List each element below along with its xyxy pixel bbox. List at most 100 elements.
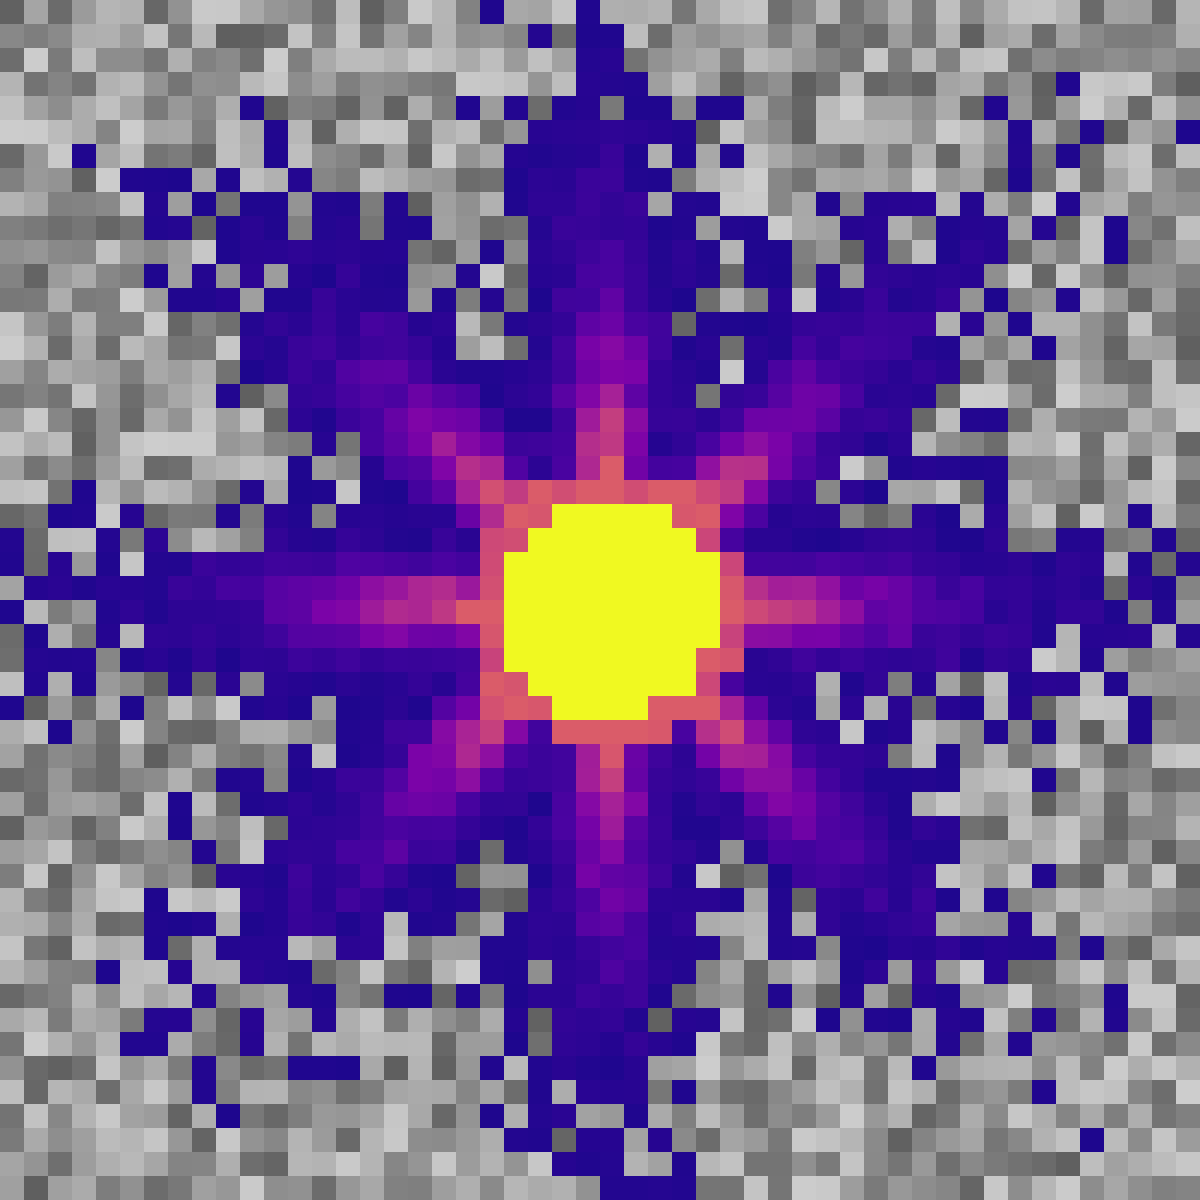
pixel-cell — [864, 1128, 889, 1153]
pixel-cell — [120, 480, 145, 505]
pixel-cell — [456, 576, 481, 601]
pixel-cell — [984, 840, 1009, 865]
pixel-cell — [240, 1080, 265, 1105]
pixel-cell — [600, 72, 625, 97]
pixel-cell — [48, 888, 73, 913]
pixel-cell — [792, 744, 817, 769]
pixel-cell — [1152, 288, 1177, 313]
pixel-cell — [384, 1080, 409, 1105]
pixel-cell — [168, 144, 193, 169]
pixel-cell — [144, 408, 169, 433]
pixel-cell — [696, 216, 721, 241]
pixel-cell — [912, 24, 937, 49]
pixel-cell — [120, 696, 145, 721]
pixel-cell — [816, 1176, 841, 1200]
pixel-cell — [1128, 336, 1153, 361]
pixel-cell — [336, 408, 361, 433]
pixel-cell — [24, 1176, 49, 1200]
pixel-cell — [1152, 672, 1177, 697]
pixel-cell — [624, 960, 649, 985]
pixel-cell — [768, 432, 793, 457]
pixel-cell — [720, 1056, 745, 1081]
pixel-cell — [744, 1104, 769, 1129]
pixel-cell — [216, 1056, 241, 1081]
pixel-cell — [408, 720, 433, 745]
pixel-cell — [1008, 528, 1033, 553]
pixel-cell — [984, 312, 1009, 337]
pixel-cell — [168, 96, 193, 121]
pixel-cell — [72, 1152, 97, 1177]
pixel-cell — [0, 672, 25, 697]
pixel-cell — [312, 696, 337, 721]
pixel-cell — [768, 600, 793, 625]
pixel-cell — [720, 96, 745, 121]
pixel-cell — [600, 480, 625, 505]
pixel-cell — [840, 984, 865, 1009]
pixel-cell — [1056, 1080, 1081, 1105]
pixel-cell — [480, 552, 505, 577]
pixel-cell — [48, 672, 73, 697]
pixel-cell — [456, 672, 481, 697]
pixel-cell — [864, 48, 889, 73]
pixel-cell — [288, 192, 313, 217]
pixel-cell — [360, 936, 385, 961]
pixel-cell — [168, 1176, 193, 1200]
pixel-cell — [504, 1008, 529, 1033]
pixel-cell — [24, 432, 49, 457]
pixel-cell — [744, 528, 769, 553]
pixel-cell — [144, 1008, 169, 1033]
pixel-cell — [720, 0, 745, 25]
pixel-cell — [432, 984, 457, 1009]
pixel-cell — [816, 288, 841, 313]
pixel-cell — [504, 432, 529, 457]
pixel-cell — [552, 480, 577, 505]
pixel-cell — [96, 48, 121, 73]
pixel-cell — [528, 216, 553, 241]
pixel-cell — [336, 816, 361, 841]
pixel-cell — [384, 168, 409, 193]
pixel-cell — [576, 720, 601, 745]
pixel-cell — [1152, 240, 1177, 265]
pixel-cell — [480, 72, 505, 97]
pixel-cell — [1032, 48, 1057, 73]
pixel-cell — [1152, 48, 1177, 73]
pixel-cell — [48, 1008, 73, 1033]
pixel-cell — [1152, 264, 1177, 289]
pixel-cell — [720, 1176, 745, 1200]
pixel-cell — [984, 816, 1009, 841]
pixel-cell — [48, 0, 73, 25]
pixel-cell — [384, 144, 409, 169]
pixel-cell — [120, 1152, 145, 1177]
pixel-cell — [168, 48, 193, 73]
pixel-cell — [1104, 768, 1129, 793]
pixel-cell — [336, 312, 361, 337]
pixel-cell — [1128, 0, 1153, 25]
pixel-cell — [1056, 1056, 1081, 1081]
pixel-cell — [1104, 192, 1129, 217]
pixel-cell — [120, 864, 145, 889]
pixel-cell — [1008, 984, 1033, 1009]
pixel-cell — [384, 72, 409, 97]
pixel-cell — [984, 240, 1009, 265]
pixel-cell — [528, 120, 553, 145]
pixel-cell — [816, 984, 841, 1009]
pixel-cell — [768, 480, 793, 505]
pixel-cell — [480, 984, 505, 1009]
pixel-cell — [1176, 744, 1200, 769]
pixel-cell — [984, 1176, 1009, 1200]
pixel-cell — [1080, 1008, 1105, 1033]
pixel-cell — [72, 24, 97, 49]
pixel-cell — [240, 432, 265, 457]
pixel-cell — [432, 672, 457, 697]
pixel-cell — [960, 960, 985, 985]
pixel-cell — [864, 840, 889, 865]
pixel-cell — [144, 960, 169, 985]
pixel-cell — [816, 792, 841, 817]
pixel-cell — [192, 600, 217, 625]
pixel-cell — [864, 408, 889, 433]
pixel-cell — [576, 360, 601, 385]
pixel-cell — [1008, 408, 1033, 433]
pixel-cell — [192, 912, 217, 937]
pixel-cell — [288, 336, 313, 361]
pixel-cell — [288, 528, 313, 553]
